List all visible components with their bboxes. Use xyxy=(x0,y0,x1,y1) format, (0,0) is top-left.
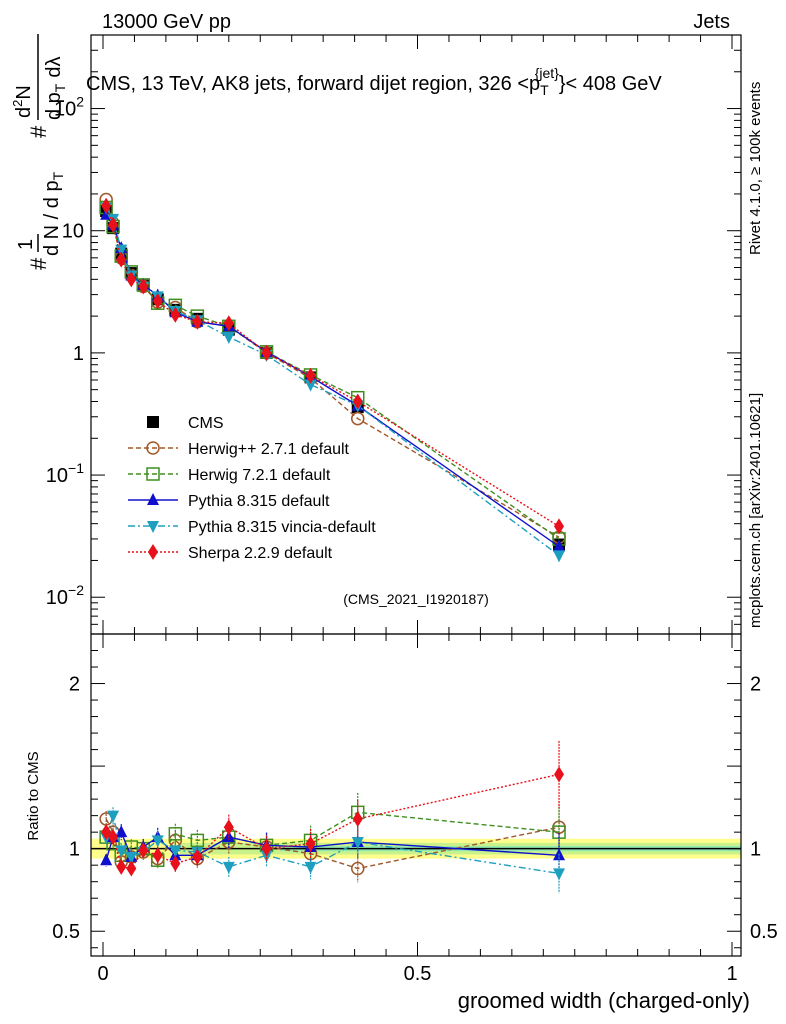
legend-marker-pythia-8-315-vincia-default xyxy=(147,521,159,533)
point-sherpa-2-2-9-default xyxy=(126,271,137,288)
series-line-herwig-7-2-1-default xyxy=(105,207,560,540)
legend-marker-pythia-8-315-default xyxy=(147,493,159,505)
ratio-point-pythia-8-315-vincia-default xyxy=(125,851,138,864)
ylabel-hash-1: # xyxy=(26,257,51,270)
legend-label-pythia-8-315-default: Pythia 8.315 default xyxy=(188,493,330,510)
mcplots-label: mcplots.cern.ch [arXiv:2401.10621] xyxy=(747,393,764,628)
ratio-point-pythia-8-315-default xyxy=(100,853,113,866)
point-pythia-8-315-vincia-default xyxy=(304,379,317,392)
x-axis-label: groomed width (charged-only) xyxy=(458,988,750,1013)
ratio-point-herwig-7-2-1-default xyxy=(552,825,566,839)
ratio-panel: 0 0.5 1 0.5 0.5 1 1 2 2 xyxy=(52,633,778,985)
chart-title: CMS, 13 TeV, AK8 jets, forward dijet reg… xyxy=(86,65,662,98)
ratio-point-sherpa-2-2-9-default xyxy=(261,840,272,857)
ratio-point-pythia-8-315-default xyxy=(115,825,128,838)
ratio-point-sherpa-2-2-9-default xyxy=(223,819,234,836)
ylabel-d1: d N / d pT xyxy=(41,171,66,256)
ratio-point-sherpa-2-2-9-default xyxy=(101,824,112,841)
ratio-point-pythia-8-315-vincia-default xyxy=(151,835,164,848)
ratio-point-sherpa-2-2-9-default xyxy=(192,848,203,865)
ratio-point-sherpa-2-2-9-default xyxy=(554,766,565,783)
ylabel-d2: d pTdλ xyxy=(43,57,68,121)
y-tick-label: 102 xyxy=(54,94,84,121)
legend-marker-sherpa-2-2-9-default xyxy=(148,544,158,560)
y-axis-label: # 1 d N / d pT # d2N d pTdλ xyxy=(10,34,68,270)
point-sherpa-2-2-9-default xyxy=(192,313,203,330)
y-tick-label: 10−1 xyxy=(46,460,84,487)
point-pythia-8-315-vincia-default xyxy=(222,331,235,344)
ratio-point-sherpa-2-2-9-default xyxy=(305,835,316,852)
ratio-point-pythia-8-315-vincia-default xyxy=(107,810,120,823)
legend-label-sherpa-2-2-9-default: Sherpa 2.2.9 default xyxy=(188,545,333,562)
point-sherpa-2-2-9-default xyxy=(101,197,112,214)
ratio-point-pythia-8-315-vincia-default xyxy=(222,861,235,874)
legend: CMS Herwig++ 2.7.1 default Herwig 7.2.1 de… xyxy=(128,415,376,562)
ratio-frame xyxy=(90,633,742,957)
ratio-point-sherpa-2-2-9-default xyxy=(116,858,127,875)
ratio-point-sherpa-2-2-9-default xyxy=(138,842,149,859)
ylabel-n2: d2N xyxy=(10,85,35,118)
ratio-point-sherpa-2-2-9-default xyxy=(108,829,119,846)
ratio-tick-label: 0.5 xyxy=(52,921,80,943)
ratio-tick-label: 2 xyxy=(69,674,80,696)
ratio-tick-label-right: 2 xyxy=(750,674,761,696)
ratio-point-pythia-8-315-vincia-default xyxy=(115,845,128,858)
header-left: 13000 GeV pp xyxy=(102,11,231,33)
legend-label-pythia-8-315-vincia-default: Pythia 8.315 vincia-default xyxy=(188,519,376,536)
ratio-point-sherpa-2-2-9-default xyxy=(170,855,181,872)
ratio-point-herwig-2-7-1-default xyxy=(350,861,365,876)
ratio-point-pythia-8-315-vincia-default xyxy=(351,837,364,850)
point-pythia-8-315-vincia-default xyxy=(115,244,128,257)
ylabel-hash-2: # xyxy=(26,125,51,138)
y-tick-label: 10 xyxy=(62,221,84,243)
point-sherpa-2-2-9-default xyxy=(152,293,163,310)
y-tick-label: 10−2 xyxy=(46,582,84,609)
legend-label-herwig-7-2-1-default: Herwig 7.2.1 default xyxy=(188,467,331,484)
rivet-label: Rivet 4.1.0, ≥ 100k events xyxy=(747,82,764,255)
legend-label-herwig-2-7-1-default: Herwig++ 2.7.1 default xyxy=(188,441,350,458)
point-pythia-8-315-vincia-default xyxy=(553,550,566,563)
ratio-y-label: Ratio to CMS xyxy=(25,751,42,840)
point-sherpa-2-2-9-default xyxy=(305,367,316,384)
point-sherpa-2-2-9-default xyxy=(170,306,181,323)
main-panel: 10−2 10−1 1 10 102 xyxy=(46,34,742,635)
ylabel-n1: 1 xyxy=(15,239,37,250)
x-tick-label: 0 xyxy=(97,963,108,985)
ratio-tick-label-right: 0.5 xyxy=(750,921,778,943)
point-sherpa-2-2-9-default xyxy=(138,278,149,295)
ratio-point-sherpa-2-2-9-default xyxy=(152,847,163,864)
ratio-point-sherpa-2-2-9-default xyxy=(126,860,137,877)
series-line-pythia-8-315-vincia-default xyxy=(105,207,560,556)
legend-marker-cms xyxy=(147,416,159,428)
ratio-point-pythia-8-315-vincia-default xyxy=(304,861,317,874)
point-sherpa-2-2-9-default xyxy=(116,251,127,268)
ratio-point-pythia-8-315-vincia-default xyxy=(553,868,566,881)
y-tick-label: 1 xyxy=(73,343,84,365)
point-sherpa-2-2-9-default xyxy=(261,344,272,361)
ratio-tick-label-right: 1 xyxy=(750,839,761,861)
point-pythia-8-315-default xyxy=(553,539,566,552)
point-sherpa-2-2-9-default xyxy=(554,518,565,535)
legend-marker-herwig-7-2-1-default xyxy=(146,467,160,481)
ratio-point-herwig-7-2-1-default xyxy=(168,827,183,841)
ratio-tick-label: 1 xyxy=(69,839,80,861)
ratio-point-sherpa-2-2-9-default xyxy=(352,810,363,827)
point-sherpa-2-2-9-default xyxy=(352,393,363,410)
header-right: Jets xyxy=(693,11,730,33)
point-sherpa-2-2-9-default xyxy=(108,216,119,233)
legend-label-cms: CMS xyxy=(188,415,224,432)
point-sherpa-2-2-9-default xyxy=(223,315,234,332)
analysis-watermark: (CMS_2021_I1920187) xyxy=(343,591,489,607)
series-line-sherpa-2-2-9-default xyxy=(105,205,560,527)
x-tick-label: 0.5 xyxy=(404,963,432,985)
series-line-herwig-2-7-1-default xyxy=(105,199,560,538)
x-tick-label: 1 xyxy=(726,963,737,985)
legend-marker-herwig-2-7-1-default xyxy=(146,441,160,455)
ratio-point-pythia-8-315-vincia-default xyxy=(169,845,182,858)
